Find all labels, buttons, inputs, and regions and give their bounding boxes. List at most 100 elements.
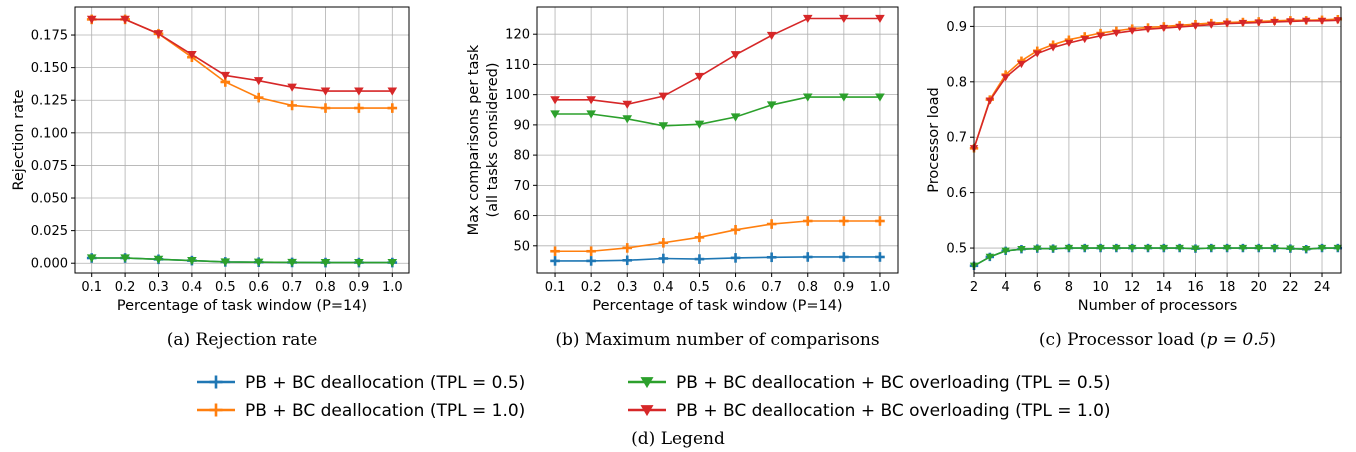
triangle-marker [694, 120, 705, 129]
series-ovl_tpl10 [86, 15, 398, 96]
triangle-marker [1270, 18, 1279, 26]
triangle-marker [1333, 17, 1343, 25]
y-tick-label: 50 [513, 239, 530, 254]
legend-swatch [197, 403, 235, 417]
y-tick-label: 0.9 [946, 20, 967, 35]
x-tick-label: 0.6 [248, 280, 269, 295]
triangle-marker [766, 101, 777, 110]
x-tick-label: 12 [1124, 280, 1141, 295]
triangle-marker [875, 93, 885, 102]
triangle-marker [1207, 244, 1216, 253]
legend-swatch [628, 377, 666, 389]
caption-math: p = 0.5 [1206, 330, 1269, 350]
triangle-marker [1112, 29, 1121, 38]
x-tick-label: 20 [1250, 280, 1267, 295]
plus-marker [694, 254, 705, 264]
panel-caption: (a) Rejection rate [167, 330, 318, 350]
plus-marker [287, 100, 297, 111]
legend-label: PB + BC deallocation (TPL = 1.0) [245, 401, 525, 421]
axes-frame [973, 6, 1342, 274]
x-tick-label: 1.0 [870, 280, 891, 295]
series-line [91, 257, 393, 264]
triangle-marker [586, 96, 596, 105]
y-tick-label: 0.150 [31, 61, 68, 76]
y-tick-label: 0.175 [31, 29, 68, 44]
y-tick-label: 0.025 [31, 224, 68, 239]
y-axis: 50 60 70 80 90 100 110 120 [505, 28, 537, 254]
triangle-marker [1096, 32, 1105, 40]
x-tick-label: 0.6 [725, 280, 746, 295]
x-tick-label: 1.0 [382, 280, 403, 295]
series-pb_tpl10 [969, 14, 1343, 153]
series-ovl_tpl05 [969, 244, 1343, 270]
triangle-marker [1127, 27, 1137, 35]
plus-marker [622, 243, 633, 253]
triangle-marker [730, 51, 741, 60]
x-axis-label: Number of processors [1078, 298, 1238, 314]
series-line [973, 19, 1338, 149]
x-axis: 2 4 6 8 10 12 14 16 18 20 22 24 [970, 273, 1330, 295]
triangle-marker [1191, 245, 1200, 253]
legend: PB + BC deallocation (TPL = 0.5) PB + BC… [197, 373, 1111, 449]
triangle-marker [120, 15, 130, 24]
x-tick-label: 0.9 [834, 280, 855, 295]
triangle-marker [1143, 244, 1153, 253]
x-tick-label: 0.5 [215, 280, 236, 295]
panel-caption: (b) Maximum number of comparisons [555, 330, 879, 350]
plus-marker [766, 252, 777, 263]
plus-marker [694, 232, 705, 243]
triangle-marker [1096, 244, 1105, 253]
legend-label: PB + BC deallocation + BC overloading (T… [676, 373, 1111, 393]
plus-marker [354, 103, 364, 113]
panel-max-comparisons: 0.1 0.2 0.3 0.4 0.5 0.6 0.7 0.8 0.9 1.0 50 60 70 80 90… [466, 6, 899, 350]
triangle-marker [1112, 244, 1121, 253]
plus-marker [802, 252, 813, 262]
y-axis-label: Max comparisons per task [466, 44, 482, 235]
grid [537, 7, 898, 273]
y-axis: 0.000 0.025 0.050 0.075 0.100 0.125 0.150 0.175 [31, 29, 75, 272]
x-tick-label: 0.3 [617, 280, 638, 295]
series-line [555, 256, 880, 262]
triangle-marker [1127, 244, 1137, 253]
legend-entry: PB + BC deallocation + BC overloading (T… [628, 373, 1111, 393]
plus-marker [766, 219, 777, 229]
triangle-marker [1080, 244, 1089, 253]
triangle-marker [802, 93, 813, 102]
triangle-marker [1301, 17, 1311, 25]
axes-frame [536, 6, 899, 274]
triangle-marker [1238, 19, 1248, 28]
triangle-marker [839, 93, 849, 102]
triangle-marker [1159, 244, 1169, 253]
triangle-marker [1080, 35, 1089, 44]
x-tick-label: 0.9 [349, 280, 370, 295]
grid [75, 7, 409, 273]
y-tick-label: 60 [513, 209, 530, 224]
triangle-marker [220, 258, 231, 267]
x-tick-label: 0.3 [148, 280, 169, 295]
y-tick-label: 80 [513, 149, 530, 164]
caption-text: (c) Processor load ( [1039, 330, 1207, 350]
triangle-marker [640, 405, 654, 417]
y-axis-label: Processor load [926, 87, 942, 192]
y-tick-label: 0.8 [946, 75, 967, 90]
triangle-marker [253, 77, 264, 86]
triangle-marker [120, 254, 130, 263]
triangle-marker [1286, 245, 1295, 253]
x-tick-label: 0.4 [653, 280, 674, 295]
triangle-marker [320, 87, 331, 96]
y-axis-label: (all tasks considered) [485, 62, 501, 217]
series-group [969, 14, 1343, 270]
x-tick-label: 0.2 [115, 280, 136, 295]
panel-processor-load: 2 4 6 8 10 12 14 16 18 20 22 240.50.60.70.80.9Numbe… [926, 6, 1343, 350]
triangle-marker [1159, 24, 1169, 33]
triangle-marker [1222, 20, 1232, 28]
triangle-marker [622, 100, 633, 109]
triangle-marker [1001, 74, 1010, 82]
x-tick-label: 14 [1156, 280, 1173, 295]
triangle-marker [586, 110, 596, 119]
x-tick-label: 24 [1314, 280, 1331, 295]
y-tick-label: 0.000 [31, 257, 68, 272]
triangle-marker [1017, 60, 1026, 69]
series-pb_tpl10 [86, 14, 398, 113]
plus-marker [839, 216, 849, 226]
